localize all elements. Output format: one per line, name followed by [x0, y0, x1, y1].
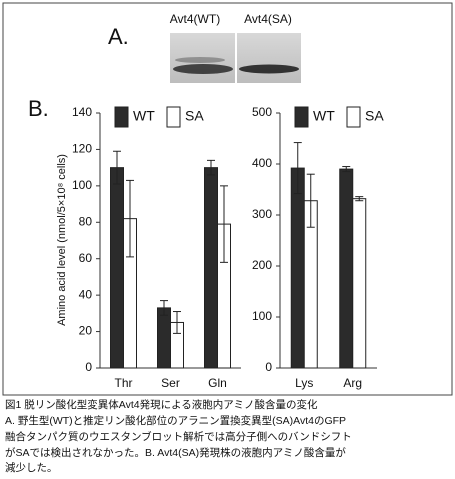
bar [158, 308, 171, 368]
caption-line: 図1 脱リン酸化型変異体Avt4発現による液胞内アミノ酸含量の変化 [5, 398, 318, 411]
bar [205, 168, 218, 368]
legend-label: SA [365, 108, 384, 124]
y-tick-label: 400 [252, 156, 272, 170]
x-tick-label: Ser [161, 376, 180, 390]
caption-line: がSAでは検出されなかった。B. Avt4(SA)発現株の液胞内アミノ酸含量が [5, 446, 346, 459]
y-tick-label: 300 [252, 207, 272, 221]
y-axis-label: Amino acid level (nmol/5×10⁸ cells) [56, 154, 68, 326]
x-tick-label: Arg [343, 376, 362, 390]
panel-label: B. [28, 96, 49, 121]
y-tick-label: 20 [79, 324, 93, 338]
blot-label: Avt4(WT) [170, 12, 220, 26]
figure: A. Avt4(WT) Avt4(SA) B. Amino acid level… [0, 0, 455, 474]
legend-label: WT [133, 108, 155, 124]
bar [353, 199, 366, 368]
caption: 図1 脱リン酸化型変異体Avt4発現による液胞内アミノ酸含量の変化 A. 野生型… [5, 398, 352, 474]
legend-swatch [115, 107, 128, 127]
y-tick-label: 120 [72, 142, 92, 156]
y-tick-label: 100 [252, 309, 272, 323]
y-tick-label: 60 [79, 251, 93, 265]
y-tick-label: 80 [79, 214, 93, 228]
y-tick-label: 100 [72, 178, 92, 192]
legend-label: WT [313, 108, 335, 124]
legend-label: SA [185, 108, 204, 124]
bar [291, 168, 304, 368]
panel-label: A. [108, 24, 129, 49]
bar [340, 169, 353, 368]
western-blot [170, 33, 301, 83]
caption-line: 減少した。 [5, 461, 58, 474]
blot-label: Avt4(SA) [244, 12, 292, 26]
legend-swatch [347, 107, 360, 127]
y-tick-label: 500 [252, 105, 272, 119]
bar [111, 168, 124, 368]
y-tick-label: 200 [252, 258, 272, 272]
y-tick-label: 0 [85, 360, 92, 374]
caption-line: 融合タンパク質のウエスタンブロット解析では高分子側へのバンドシフト [5, 430, 352, 443]
x-tick-label: Gln [208, 376, 227, 390]
legend-swatch [167, 107, 180, 127]
x-tick-label: Lys [295, 376, 313, 390]
y-tick-label: 0 [265, 360, 272, 374]
x-tick-label: Thr [115, 376, 133, 390]
y-tick-label: 40 [79, 287, 93, 301]
y-tick-label: 140 [72, 105, 92, 119]
legend-swatch [295, 107, 308, 127]
caption-line: A. 野生型(WT)と推定リン酸化部位のアラニン置換変異型(SA)Avt4のGF… [5, 414, 346, 427]
